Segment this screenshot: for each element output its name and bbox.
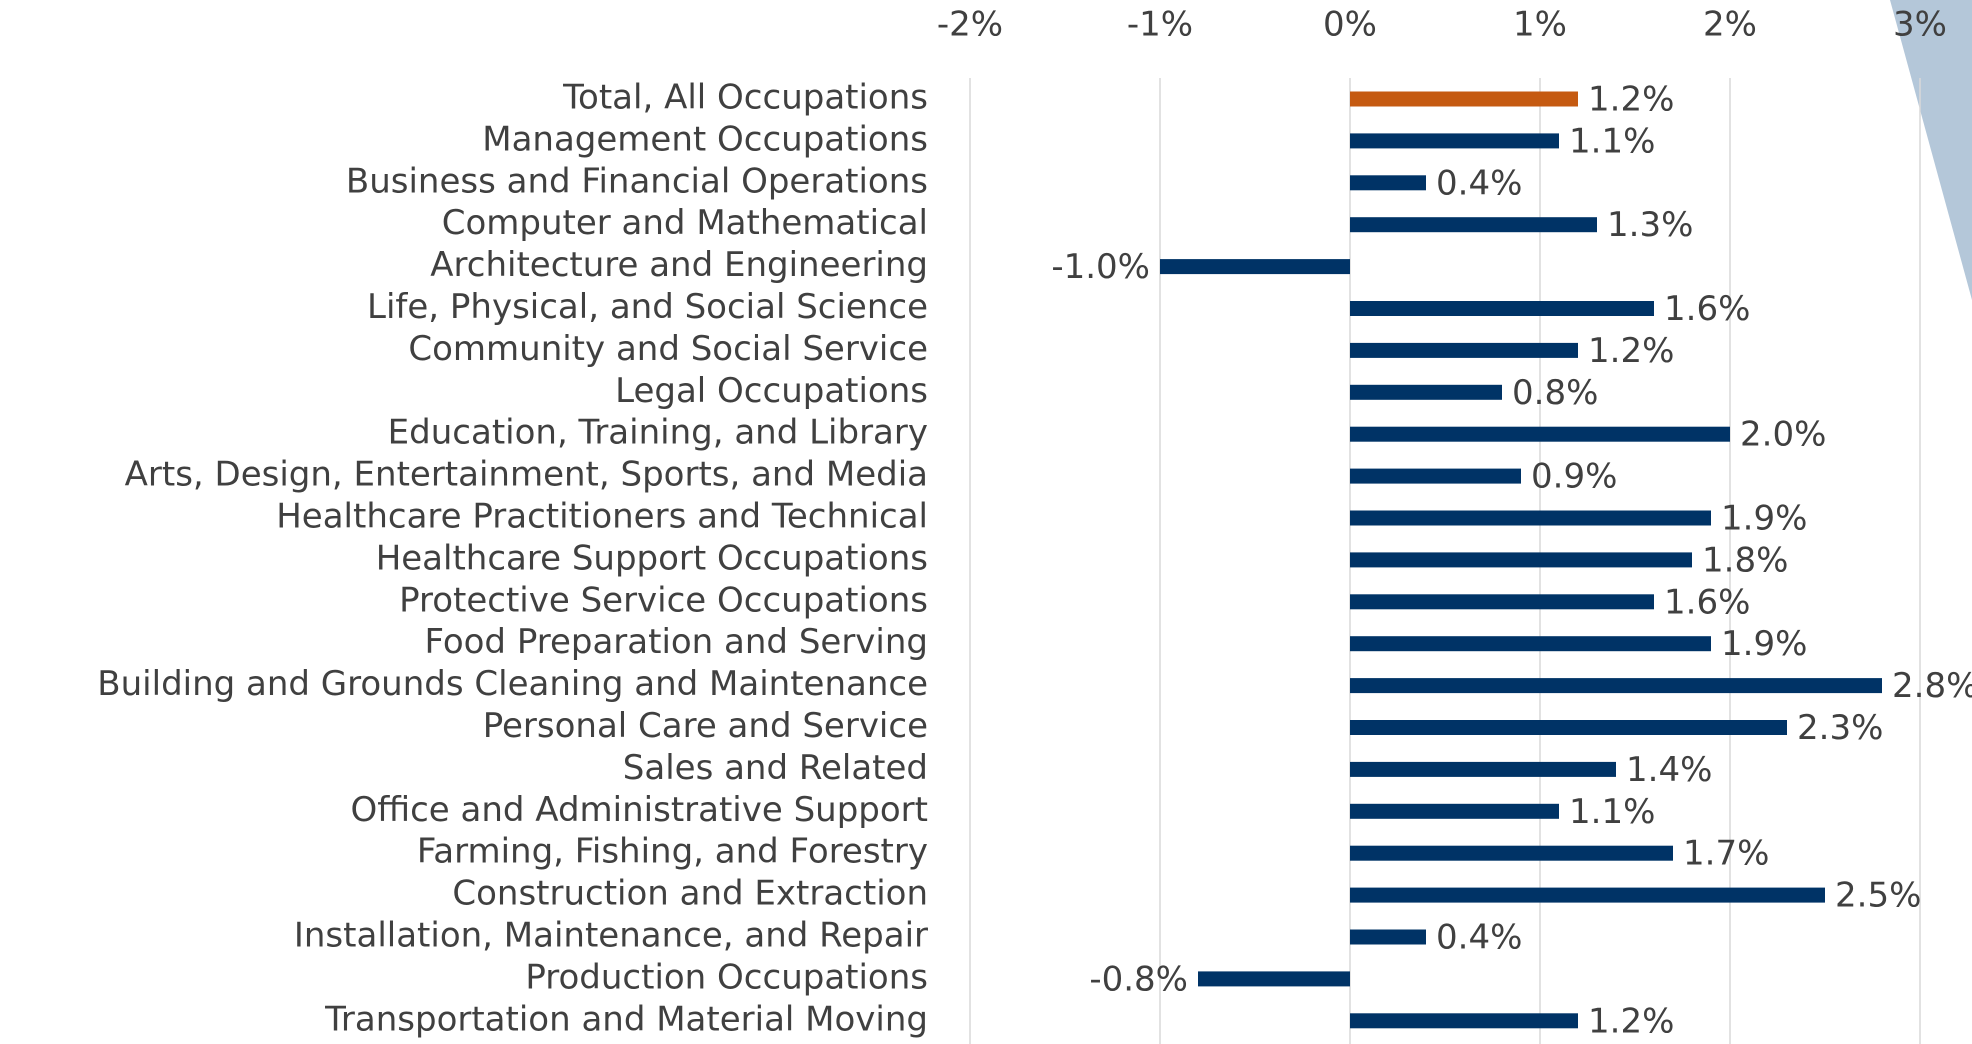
value-label: 1.3% [1607, 205, 1693, 245]
category-label: Education, Training, and Library [388, 413, 928, 453]
value-label: 1.7% [1683, 834, 1769, 874]
bar [1350, 761, 1616, 777]
value-label: 0.9% [1531, 457, 1617, 497]
x-tick-label: -2% [937, 5, 1003, 45]
value-label: 0.4% [1436, 918, 1522, 958]
bar [1350, 929, 1426, 945]
value-label: 1.6% [1664, 289, 1750, 329]
category-label: Healthcare Practitioners and Technical [276, 497, 928, 537]
bar [1350, 301, 1654, 316]
category-label: Total, All Occupations [562, 78, 928, 118]
x-tick-label: -1% [1127, 5, 1193, 45]
value-label: 1.1% [1569, 121, 1655, 161]
category-label: Computer and Mathematical [442, 203, 928, 243]
value-label: 0.4% [1436, 163, 1522, 203]
bar [1350, 91, 1578, 107]
x-tick-label: 0% [1323, 5, 1377, 45]
value-label: 1.9% [1721, 624, 1807, 664]
bar [1350, 1013, 1578, 1029]
x-tick-label: 1% [1513, 5, 1567, 45]
value-label: 2.3% [1797, 708, 1883, 748]
category-label: Arts, Design, Entertainment, Sports, and… [125, 455, 928, 495]
value-label: 1.2% [1588, 80, 1674, 120]
bar [1350, 594, 1654, 610]
category-label: Building and Grounds Cleaning and Mainte… [97, 664, 928, 704]
bar [1350, 510, 1711, 526]
value-label: 0.8% [1512, 373, 1598, 413]
x-tick-label: 3% [1893, 5, 1947, 45]
bar [1350, 720, 1787, 735]
value-label: 2.0% [1740, 415, 1826, 455]
bar [1350, 636, 1711, 652]
category-label: Management Occupations [482, 119, 928, 159]
category-label: Construction and Extraction [452, 874, 928, 914]
category-label: Protective Service Occupations [399, 580, 928, 620]
category-label: Business and Financial Operations [346, 161, 928, 201]
bar [1350, 384, 1502, 400]
category-label: Community and Social Service [408, 329, 928, 369]
bar [1350, 468, 1521, 484]
bar [1350, 175, 1426, 191]
value-label: -1.0% [1051, 247, 1150, 287]
bar [1198, 971, 1350, 987]
category-label: Farming, Fishing, and Forestry [417, 832, 928, 872]
category-label: Installation, Maintenance, and Repair [294, 916, 928, 956]
value-label: 1.6% [1664, 582, 1750, 622]
value-label: 1.9% [1721, 499, 1807, 539]
value-label: -0.8% [1089, 959, 1188, 999]
value-label: 1.8% [1702, 540, 1788, 580]
value-label: 1.1% [1569, 792, 1655, 832]
category-label: Transportation and Material Moving [324, 999, 928, 1039]
category-label: Legal Occupations [615, 371, 928, 411]
category-label: Healthcare Support Occupations [376, 538, 928, 578]
bar [1350, 426, 1730, 442]
category-label: Architecture and Engineering [430, 245, 928, 285]
bar [1350, 217, 1597, 233]
bar [1350, 887, 1825, 903]
value-label: 1.2% [1588, 1001, 1674, 1041]
value-label: 2.5% [1835, 876, 1921, 916]
decoration [1890, 0, 1972, 300]
bar [1350, 552, 1692, 568]
category-label: Production Occupations [525, 957, 928, 997]
category-label: Personal Care and Service [483, 706, 928, 746]
category-label: Life, Physical, and Social Science [367, 287, 928, 327]
category-label: Food Preparation and Serving [424, 622, 928, 662]
value-label: 1.2% [1588, 331, 1674, 371]
value-label: 1.4% [1626, 750, 1712, 790]
value-label: 2.8% [1892, 666, 1972, 706]
bar [1350, 845, 1673, 861]
bar [1350, 678, 1882, 694]
bar [1350, 803, 1559, 819]
bar [1350, 133, 1559, 149]
bar [1160, 259, 1350, 275]
x-tick-label: 2% [1703, 5, 1757, 45]
category-label: Office and Administrative Support [350, 790, 928, 830]
category-label: Sales and Related [623, 748, 928, 788]
bar [1350, 342, 1578, 358]
